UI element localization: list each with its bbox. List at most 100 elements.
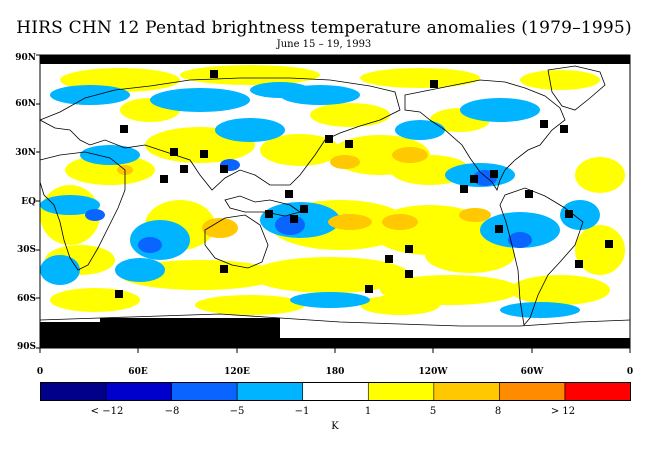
positive-anomaly-region	[360, 68, 480, 88]
missing-data-cell	[210, 70, 218, 78]
colorbar-label-3: −5	[229, 406, 245, 417]
lat-label-90s: 90S	[16, 342, 36, 352]
missing-data-cell	[345, 140, 353, 148]
lon-label-60e: 60E	[128, 367, 148, 377]
colorbar-unit: K	[331, 421, 339, 432]
strong-positive-anomaly	[459, 208, 491, 222]
negative-anomaly-region	[460, 98, 540, 122]
strong-positive-anomaly	[382, 214, 418, 230]
colorbar-swatch	[171, 382, 238, 401]
positive-anomaly-region	[50, 288, 140, 312]
colorbar-label-1: < −12	[90, 406, 124, 417]
lat-label-60n: 60N	[15, 99, 36, 109]
missing-data-cell	[160, 175, 168, 183]
missing-data-cell	[525, 190, 533, 198]
coast-greenland	[547, 65, 606, 111]
strong-positive-anomaly	[330, 155, 360, 169]
lat-label-eq: EQ	[21, 197, 36, 207]
positive-anomaly-region	[195, 295, 305, 315]
coastlines	[39, 65, 631, 327]
missing-data-cell	[405, 245, 413, 253]
positive-anomaly-region	[310, 103, 390, 127]
lon-label-120e: 120E	[224, 367, 250, 377]
colorbar-label-2: −8	[164, 406, 180, 417]
colorbar-swatch	[367, 382, 435, 401]
coast-south-america	[499, 187, 584, 326]
missing-data-cell	[565, 210, 573, 218]
colorbar-label-5: 1	[364, 406, 372, 417]
negative-anomaly-region	[130, 220, 190, 260]
lat-label-60s: 60S	[16, 294, 36, 304]
negative-anomaly-region	[480, 212, 560, 248]
lat-label-30n: 30N	[15, 148, 36, 158]
positive-anomaly-region	[250, 257, 410, 293]
missing-data-cell	[300, 205, 308, 213]
colorbar-swatch	[433, 382, 500, 401]
antarctic-missing-block	[40, 322, 100, 338]
missing-data-cell	[490, 170, 498, 178]
colorbar-swatch	[302, 382, 369, 401]
longitude-ticks	[39, 348, 631, 353]
positive-anomaly-region	[180, 65, 320, 85]
positive-anomaly-region	[575, 157, 625, 193]
missing-data-cell	[560, 125, 568, 133]
positive-anomaly-region	[575, 225, 625, 275]
negative-anomaly-region	[150, 88, 250, 112]
coast-north-america	[404, 79, 566, 191]
coast-australia	[204, 214, 269, 269]
latitude-ticks	[36, 54, 40, 349]
missing-data-cell	[470, 175, 478, 183]
colorbar-swatch	[40, 382, 107, 401]
colorbar	[40, 382, 631, 401]
negative-anomaly-region	[290, 292, 370, 308]
missing-data-cell	[365, 285, 373, 293]
colorbar-label-4: −1	[294, 406, 310, 417]
missing-data-cell	[285, 190, 293, 198]
lon-label-0-end: 0	[626, 367, 634, 377]
lon-label-180: 180	[325, 367, 345, 377]
missing-data-cell	[115, 290, 123, 298]
missing-data-cell	[540, 120, 548, 128]
colorbar-label-7: 8	[494, 406, 502, 417]
negative-anomaly-region	[395, 120, 445, 140]
colorbar-label-8: > 12	[550, 406, 576, 417]
missing-data-cell	[180, 165, 188, 173]
strong-positive-anomaly	[328, 214, 372, 230]
negative-anomaly-region	[215, 118, 285, 142]
colorbar-swatch	[499, 382, 566, 401]
negative-anomaly-region	[40, 195, 100, 215]
missing-data-cell	[290, 215, 298, 223]
positive-anomaly-region	[65, 155, 155, 185]
negative-anomaly-region	[40, 255, 80, 285]
positive-anomaly-region	[425, 237, 515, 273]
missing-data-cell	[200, 150, 208, 158]
lon-label-60w: 60W	[520, 367, 544, 377]
lon-label-120w: 120W	[418, 367, 448, 377]
missing-data-cell	[325, 135, 333, 143]
colorbar-swatch	[105, 382, 172, 401]
missing-data-cell	[120, 125, 128, 133]
missing-data-cell	[220, 265, 228, 273]
missing-data-cell	[170, 148, 178, 156]
negative-anomaly-region	[560, 200, 600, 230]
lat-label-30s: 30S	[16, 245, 36, 255]
negative-anomaly-region	[250, 82, 310, 98]
strong-positive-anomaly	[202, 218, 238, 238]
coast-antarctica	[39, 313, 631, 327]
negative-anomaly-region	[80, 145, 140, 165]
missing-data-cell	[495, 225, 503, 233]
positive-anomaly-region	[360, 295, 440, 315]
negative-anomaly-region	[500, 302, 580, 318]
anomaly-field	[40, 55, 630, 348]
missing-data-cell	[385, 255, 393, 263]
missing-data-cell	[265, 210, 273, 218]
positive-anomaly-region	[520, 70, 600, 90]
lat-label-90n: 90N	[15, 53, 36, 63]
colorbar-swatch	[236, 382, 304, 401]
strong-positive-anomaly	[392, 147, 428, 163]
missing-data-cell	[405, 270, 413, 278]
missing-data-cell	[605, 240, 613, 248]
negative-anomaly-region	[50, 85, 130, 105]
positive-anomaly-region	[510, 275, 610, 305]
